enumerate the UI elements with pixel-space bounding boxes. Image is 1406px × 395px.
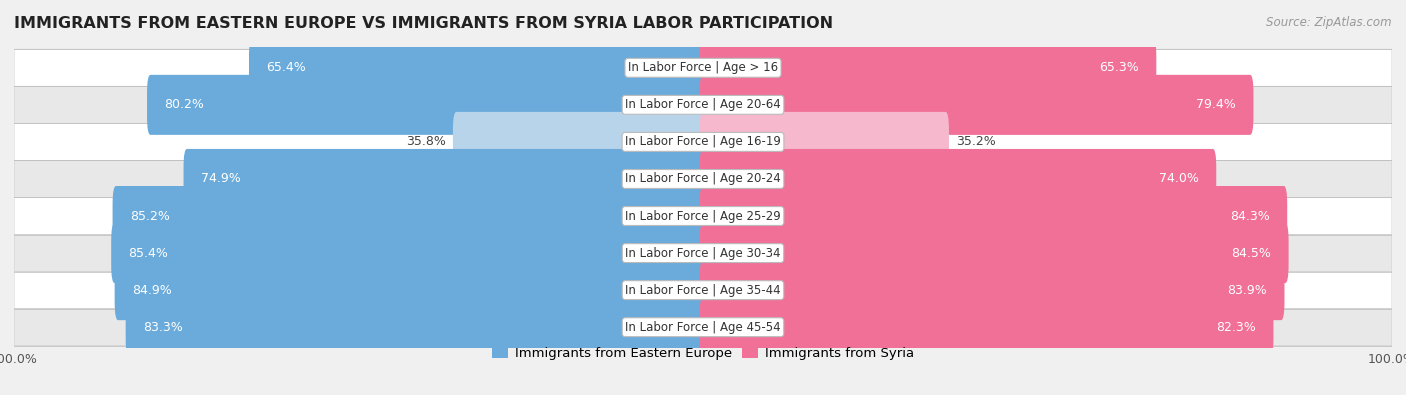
FancyBboxPatch shape [184,149,706,209]
Text: In Labor Force | Age 35-44: In Labor Force | Age 35-44 [626,284,780,297]
Text: 74.0%: 74.0% [1159,173,1199,186]
FancyBboxPatch shape [125,297,706,357]
Text: 79.4%: 79.4% [1197,98,1236,111]
FancyBboxPatch shape [453,112,706,172]
Text: 35.2%: 35.2% [956,135,995,149]
Text: 35.8%: 35.8% [406,135,446,149]
FancyBboxPatch shape [112,186,706,246]
FancyBboxPatch shape [700,297,1274,357]
FancyBboxPatch shape [700,149,1216,209]
FancyBboxPatch shape [14,49,1392,87]
FancyBboxPatch shape [700,186,1288,246]
Text: 74.9%: 74.9% [201,173,240,186]
FancyBboxPatch shape [115,260,706,320]
Text: In Labor Force | Age 16-19: In Labor Force | Age 16-19 [626,135,780,149]
FancyBboxPatch shape [700,223,1289,283]
FancyBboxPatch shape [700,38,1156,98]
FancyBboxPatch shape [111,223,706,283]
Text: 85.4%: 85.4% [128,246,169,260]
Text: In Labor Force | Age > 16: In Labor Force | Age > 16 [628,61,778,74]
Text: IMMIGRANTS FROM EASTERN EUROPE VS IMMIGRANTS FROM SYRIA LABOR PARTICIPATION: IMMIGRANTS FROM EASTERN EUROPE VS IMMIGR… [14,16,834,31]
FancyBboxPatch shape [14,87,1392,123]
FancyBboxPatch shape [700,260,1285,320]
FancyBboxPatch shape [700,112,949,172]
FancyBboxPatch shape [14,308,1392,346]
Text: In Labor Force | Age 25-29: In Labor Force | Age 25-29 [626,209,780,222]
Text: In Labor Force | Age 20-64: In Labor Force | Age 20-64 [626,98,780,111]
Text: 84.5%: 84.5% [1232,246,1271,260]
Text: In Labor Force | Age 20-24: In Labor Force | Age 20-24 [626,173,780,186]
FancyBboxPatch shape [700,75,1254,135]
Legend: Immigrants from Eastern Europe, Immigrants from Syria: Immigrants from Eastern Europe, Immigran… [486,341,920,365]
Text: In Labor Force | Age 30-34: In Labor Force | Age 30-34 [626,246,780,260]
Text: 65.3%: 65.3% [1099,61,1139,74]
FancyBboxPatch shape [148,75,706,135]
FancyBboxPatch shape [14,160,1392,198]
Text: 65.4%: 65.4% [266,61,307,74]
FancyBboxPatch shape [14,198,1392,235]
Text: 84.3%: 84.3% [1230,209,1270,222]
Text: In Labor Force | Age 45-54: In Labor Force | Age 45-54 [626,321,780,334]
Text: 85.2%: 85.2% [129,209,170,222]
Text: 83.3%: 83.3% [143,321,183,334]
FancyBboxPatch shape [14,235,1392,272]
Text: 82.3%: 82.3% [1216,321,1256,334]
Text: Source: ZipAtlas.com: Source: ZipAtlas.com [1267,16,1392,29]
Text: 83.9%: 83.9% [1227,284,1267,297]
Text: 84.9%: 84.9% [132,284,172,297]
FancyBboxPatch shape [249,38,706,98]
Text: 80.2%: 80.2% [165,98,204,111]
FancyBboxPatch shape [14,123,1392,160]
FancyBboxPatch shape [14,272,1392,308]
